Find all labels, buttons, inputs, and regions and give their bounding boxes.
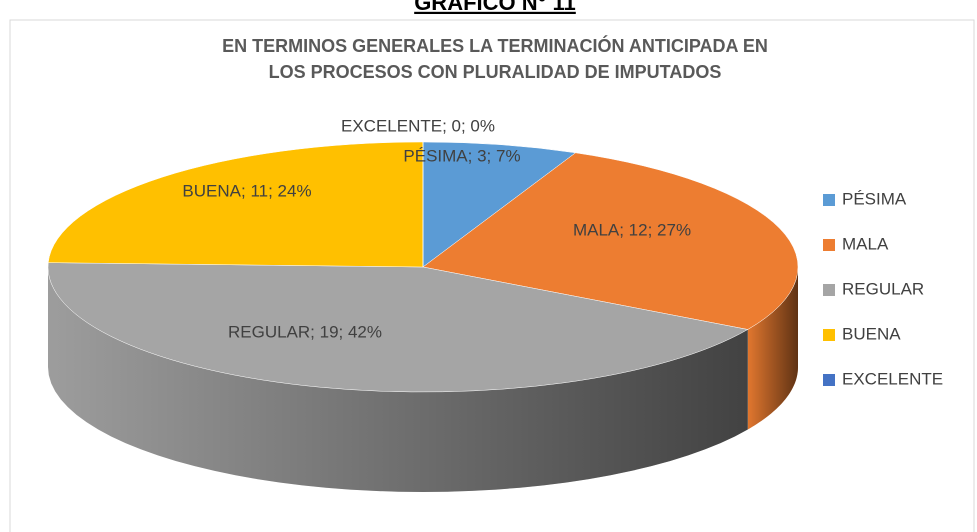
chart-title: EN TERMINOS GENERALES LA TERMINACIÓN ANT… bbox=[222, 35, 768, 56]
slice bbox=[47, 262, 749, 393]
slice bbox=[422, 141, 577, 268]
legend-label: MALA bbox=[842, 234, 889, 253]
legend-swatch bbox=[823, 284, 835, 296]
data-label: BUENA; 11; 24% bbox=[182, 181, 311, 200]
side-shade bbox=[48, 267, 748, 492]
chart-subtitle: LOS PROCESOS CON PLURALIDAD DE IMPUTADOS bbox=[269, 62, 722, 82]
slice bbox=[47, 141, 424, 268]
legend-swatch bbox=[823, 194, 835, 206]
legend-swatch bbox=[823, 329, 835, 341]
data-label: EXCELENTE; 0; 0% bbox=[341, 116, 495, 135]
legend-label: PÉSIMA bbox=[842, 189, 907, 208]
heading: GRÁFICO N° 11 bbox=[414, 0, 576, 15]
data-label: REGULAR; 19; 42% bbox=[228, 322, 382, 341]
legend-label: REGULAR bbox=[842, 279, 924, 298]
data-label: MALA; 12; 27% bbox=[573, 220, 691, 239]
legend-swatch bbox=[823, 239, 835, 251]
slice bbox=[422, 152, 799, 330]
side-shade bbox=[747, 267, 798, 430]
legend-swatch bbox=[823, 374, 835, 386]
data-label: PÉSIMA; 3; 7% bbox=[403, 146, 520, 165]
legend-label: EXCELENTE bbox=[842, 369, 943, 388]
legend-label: BUENA bbox=[842, 324, 901, 343]
